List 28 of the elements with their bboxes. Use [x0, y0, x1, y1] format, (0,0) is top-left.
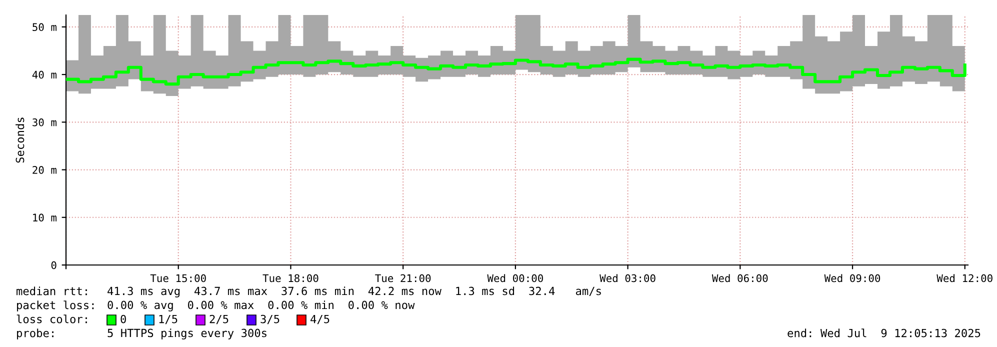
- text: packet loss:: [17, 300, 94, 312]
- y-tick-label: 30 m: [32, 118, 56, 126]
- text: median rtt:: [16, 286, 87, 296]
- y-tick-label: 20 m: [32, 166, 56, 174]
- y-tick-label: 10 m: [33, 214, 56, 222]
- text: 0.00 % avg 0.00 % max 0.00 % min 0.00 % now: [108, 300, 415, 312]
- y-tick-label: 0: [51, 261, 56, 270]
- x-tick-label: Wed 00:00: [487, 274, 543, 282]
- y-tick-label: 50 m: [32, 23, 56, 32]
- x-tick-label: Tue 21:00: [375, 274, 431, 282]
- text: end: Wed Jul 9 12:05:13 2025: [788, 328, 980, 338]
- x-tick-label: Tue 15:00: [150, 274, 206, 282]
- text: 4/5: [310, 314, 330, 324]
- x-tick-label: Wed 12:00: [936, 274, 992, 282]
- text: probe:: [17, 328, 54, 340]
- text: 0: [120, 314, 126, 324]
- y-tick-label: 40 m: [32, 70, 56, 79]
- text: loss color:: [16, 314, 87, 324]
- x-tick-label: Wed 03:00: [600, 274, 656, 282]
- x-tick-label: Wed 06:00: [712, 274, 768, 282]
- y-axis-title: Seconds: [16, 118, 24, 163]
- text: 1/5: [159, 314, 178, 324]
- text: 41.3 ms avg 43.7 ms max 37.6 ms min 42.2 ms now 1.3 ms sd 32.4 am/s: [108, 286, 601, 298]
- x-tick-label: Tue 18:00: [262, 274, 318, 282]
- text: 2/5: [210, 314, 228, 324]
- text: 3/5: [260, 314, 280, 324]
- text: 5 HTTPS pings every 300s: [108, 328, 266, 340]
- x-tick-label: Wed 09:00: [824, 274, 880, 282]
